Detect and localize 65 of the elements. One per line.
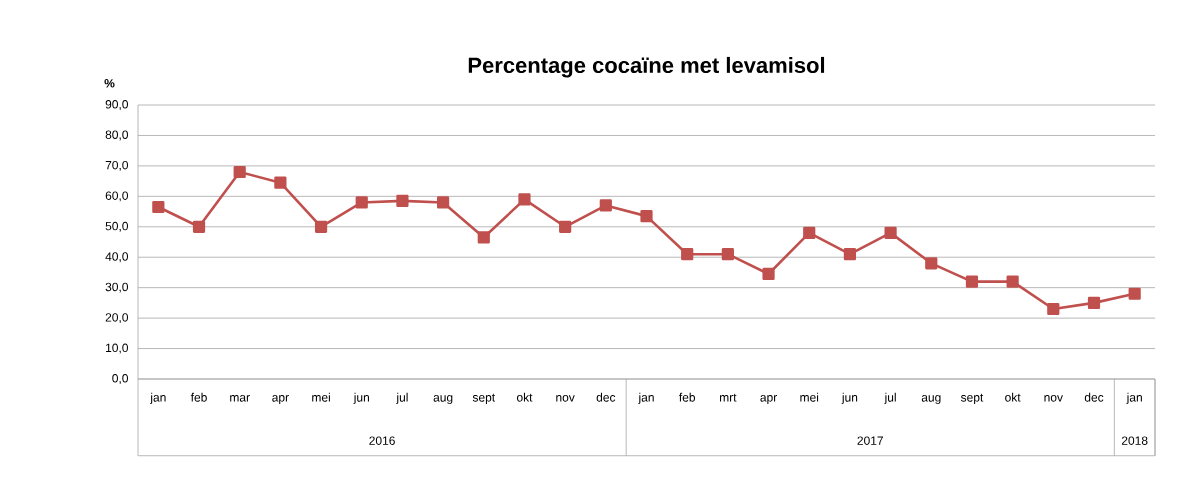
y-tick-label: 20,0 <box>105 313 129 324</box>
x-tick-label: jan <box>150 392 166 404</box>
chart-title: Percentage cocaïne met levamisol <box>468 56 825 78</box>
y-axis-title: % <box>104 79 115 88</box>
point <box>1087 296 1101 309</box>
x-tick-label: jun <box>353 392 369 404</box>
point <box>843 248 857 261</box>
x-tick-label: apr <box>272 395 289 404</box>
y-tick-label: 70,0 <box>105 160 129 171</box>
x-tick-label: okt <box>1005 392 1021 402</box>
point <box>681 248 694 261</box>
x-tick-label: apr <box>760 395 778 404</box>
x-tick-label: mar <box>230 395 250 402</box>
point <box>477 231 490 244</box>
y-tick-label: 0,0 <box>112 374 129 384</box>
x-tick-label: sept <box>960 393 984 404</box>
point <box>233 165 246 179</box>
x-tick-label: jul <box>884 392 896 404</box>
point <box>762 267 775 281</box>
point <box>152 200 165 214</box>
point <box>884 226 897 239</box>
point <box>559 220 572 233</box>
x-tick-label: sept <box>472 393 496 404</box>
x-tick-label: aug <box>433 395 453 404</box>
x-tick-label: mei <box>312 392 330 402</box>
x-tick-label: mei <box>800 392 819 402</box>
x-tick-label: nov <box>556 395 575 402</box>
x-tick-label: jan <box>1126 392 1142 404</box>
y-tick-label: 40,0 <box>105 252 129 263</box>
x-tick-label: aug <box>921 395 941 404</box>
point <box>314 220 328 233</box>
point <box>965 275 979 288</box>
x-tick-label: jan <box>638 392 654 404</box>
x-tick-label: mrt <box>720 393 737 402</box>
point <box>925 257 938 270</box>
x-tick-label: nov <box>1044 395 1063 402</box>
point <box>640 210 653 223</box>
point <box>721 248 734 261</box>
point <box>518 193 531 206</box>
x-tick-label: jun <box>841 392 858 404</box>
text: 2016 <box>369 436 395 445</box>
x-tick-label: feb <box>190 392 207 402</box>
y-tick-label: 10,0 <box>106 343 129 354</box>
x-tick-label: dec <box>596 392 616 402</box>
point <box>1006 275 1019 288</box>
x-tick-label: okt <box>516 392 533 402</box>
text: 2017 <box>857 436 883 445</box>
y-tick-label: 50,0 <box>105 221 129 232</box>
y-tick-label: 90,0 <box>105 100 129 110</box>
point <box>192 220 206 233</box>
point <box>599 199 612 212</box>
point <box>355 196 368 209</box>
point <box>437 196 450 209</box>
y-tick-label: 80,0 <box>105 130 129 141</box>
x-tick-label: dec <box>1084 392 1104 402</box>
y-tick-label: 30,0 <box>105 282 129 293</box>
y-tick-label: 60,0 <box>105 191 129 202</box>
text: 2018 <box>1121 436 1148 445</box>
x-tick-label: jul <box>396 392 408 404</box>
point <box>803 226 816 239</box>
x-tick-label: feb <box>679 392 696 402</box>
point <box>1047 302 1060 316</box>
point <box>396 194 409 208</box>
point <box>1128 287 1141 300</box>
point <box>274 176 287 189</box>
